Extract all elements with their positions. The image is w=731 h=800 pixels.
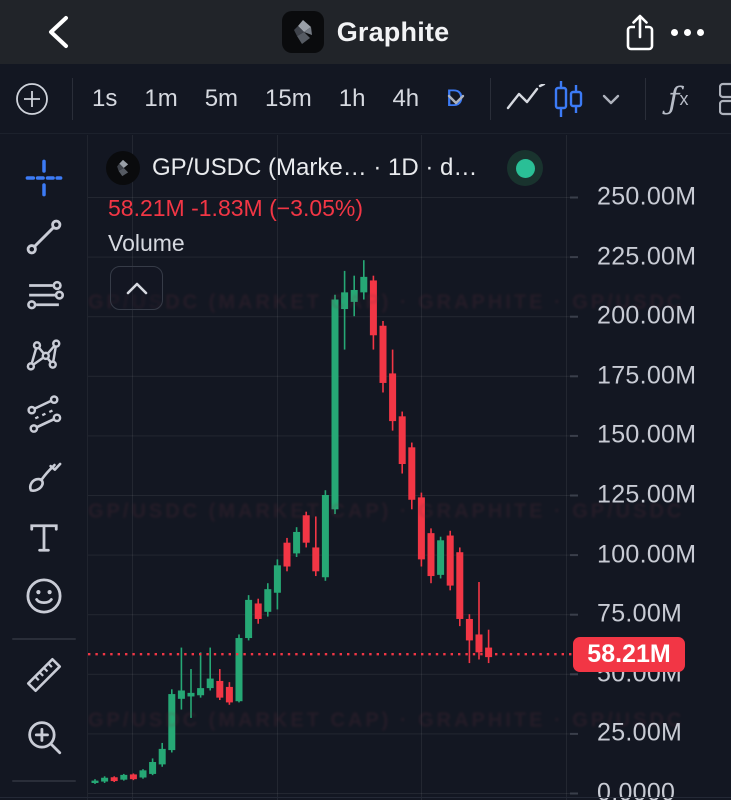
tool-text[interactable]: [14, 514, 74, 562]
symbol-header[interactable]: GP/USDC (Marke… · 1D · d…: [106, 151, 477, 185]
symbol-logo-icon: [106, 151, 140, 185]
timeframe-chevron-icon[interactable]: [443, 64, 469, 134]
symbol-title: GP/USDC (Marke… · 1D · d…: [152, 154, 478, 181]
y-axis-label: 100.00M: [597, 540, 697, 569]
app-header: Graphite: [0, 0, 731, 64]
toolbar-divider: [72, 78, 73, 120]
timeframe-1s[interactable]: 1s: [92, 85, 118, 112]
y-axis-label: 0.0000: [597, 778, 676, 800]
collapse-legend-button[interactable]: [110, 266, 163, 310]
y-axis-label: 125.00M: [597, 480, 697, 509]
chevron-up-icon: [126, 282, 147, 295]
share-icon[interactable]: [622, 13, 658, 53]
timeframe-1m[interactable]: 1m: [144, 85, 178, 112]
y-axis-label: 25.00M: [597, 718, 683, 747]
y-axis-label: 75.00M: [597, 599, 683, 628]
back-icon[interactable]: [44, 15, 72, 49]
more-options-icon[interactable]: [671, 22, 713, 42]
line-chart-icon[interactable]: [505, 64, 547, 134]
text-icon: [30, 524, 58, 552]
y-axis-label: 250.00M: [597, 182, 697, 211]
y-axis-label: 175.00M: [597, 361, 697, 390]
market-status-dot[interactable]: [507, 150, 543, 186]
page-title: Graphite: [336, 16, 450, 47]
drawing-tools-sidebar: [0, 135, 88, 800]
style-chevron-icon[interactable]: [598, 64, 624, 134]
emoji-icon: [26, 578, 62, 614]
timeframe-5m[interactable]: 5m: [204, 85, 239, 112]
ruler-icon: [26, 657, 62, 693]
last-price-badge: 58.21M: [573, 636, 685, 672]
y-axis-label: 225.00M: [597, 242, 697, 271]
tool-brush[interactable]: [14, 454, 74, 502]
timeframe-1h[interactable]: 1h: [338, 85, 366, 112]
candlestick-plot[interactable]: [88, 135, 731, 800]
sidebar-divider: [12, 780, 76, 782]
toolbar-divider: [645, 78, 646, 120]
volume-label: Volume: [108, 230, 185, 256]
tool-zoom-in[interactable]: [14, 713, 74, 761]
trend-line-icon: [26, 219, 62, 255]
tool-ruler[interactable]: [14, 651, 74, 699]
tool-emoji[interactable]: [14, 572, 74, 620]
add-circle-icon[interactable]: [15, 64, 49, 134]
price-change-text: 58.21M -1.83M (−3.05%): [108, 195, 364, 221]
parallel-channel-icon: [27, 395, 62, 433]
brush-icon: [28, 462, 62, 492]
app-logo-icon: [281, 11, 324, 53]
timeframe-4h[interactable]: 4h: [392, 85, 420, 112]
y-axis-label: 200.00M: [597, 301, 697, 330]
header-title-group: Graphite: [0, 0, 731, 64]
layout-panel-icon[interactable]: [719, 64, 731, 134]
bottom-divider: [0, 797, 731, 798]
timeframe-group: 1s 1m 5m 15m 1h 4h D: [92, 64, 463, 134]
candlestick-style-icon[interactable]: [551, 64, 585, 134]
zoom-in-icon: [28, 721, 62, 755]
y-axis-label: 150.00M: [597, 420, 697, 449]
horizontal-lines-icon: [27, 280, 65, 310]
tool-crosshair[interactable]: [14, 154, 74, 202]
tool-xabcd-pattern[interactable]: [14, 331, 74, 379]
sidebar-divider: [12, 638, 76, 640]
tool-horizontal-lines[interactable]: [14, 272, 74, 320]
timeframe-D[interactable]: D: [446, 85, 464, 112]
tool-parallel-channel[interactable]: [14, 390, 74, 438]
toolbar-divider: [490, 78, 491, 120]
timeframe-15m[interactable]: 15m: [265, 85, 312, 112]
chart-area[interactable]: GP/USDC (MARKET CAP) · GRAPHITE · GP/USD…: [88, 135, 731, 800]
crosshair-icon: [25, 159, 63, 197]
tool-trend-line[interactable]: [14, 213, 74, 261]
xabcd-pattern-icon: [26, 339, 61, 371]
